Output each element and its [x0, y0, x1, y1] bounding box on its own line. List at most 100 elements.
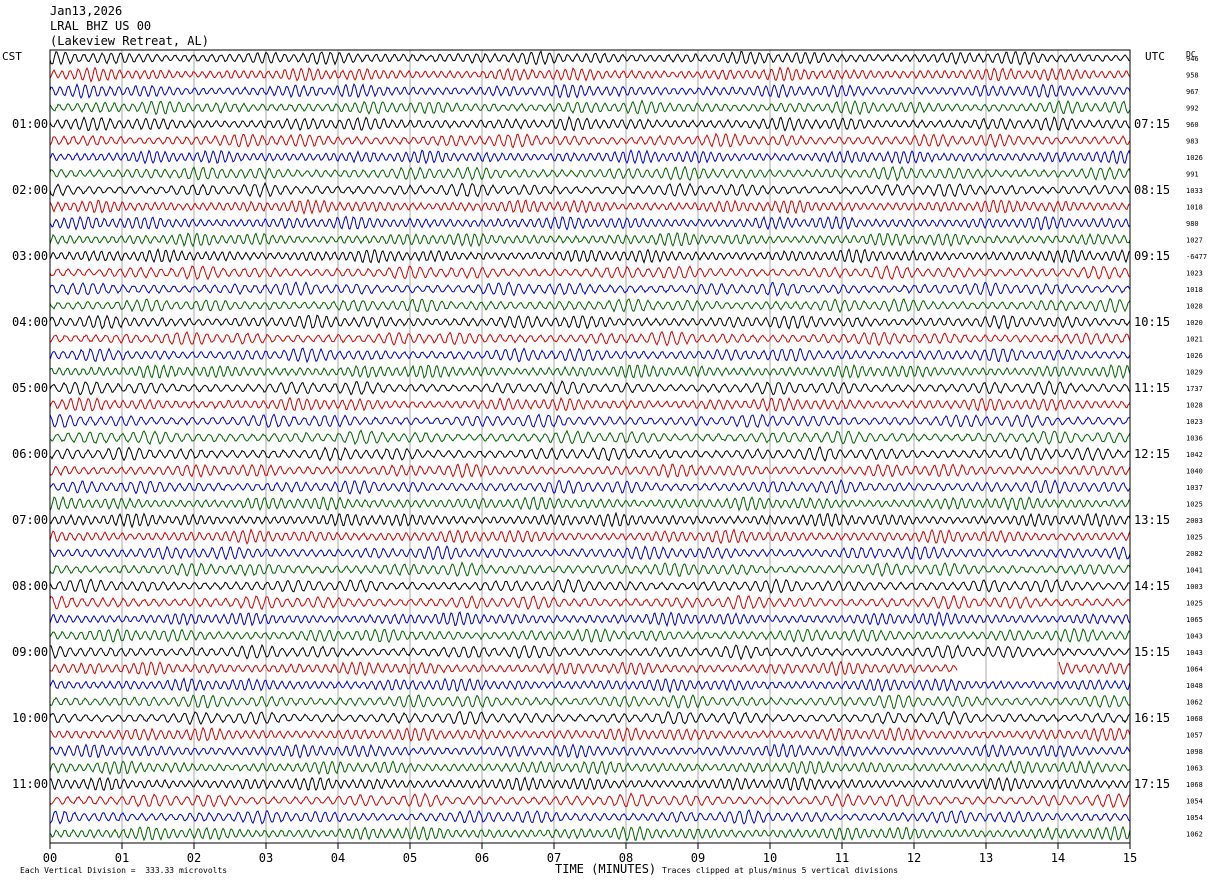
right-hour-label: 17:15	[1134, 777, 1170, 791]
trace-row-1	[49, 66, 1131, 83]
dc-offset-label: 1026	[1186, 352, 1203, 360]
trace-group	[49, 50, 1131, 842]
trace-row-29	[49, 528, 1131, 545]
left-timezone-label: CST	[2, 50, 22, 63]
trace-row-21	[49, 396, 1131, 412]
trace-row-26	[49, 479, 1131, 495]
dc-offset-label: 1033	[1186, 187, 1203, 195]
trace-row-40	[49, 710, 1131, 726]
dc-offset-label: 1054	[1186, 814, 1203, 822]
x-tick-label: 09	[691, 851, 705, 865]
trace-row-36	[49, 644, 1131, 661]
dc-offset-label: 1028	[1186, 303, 1203, 311]
trace-row-34	[49, 611, 1131, 628]
x-tick-label: 15	[1123, 851, 1137, 865]
trace-row-46	[49, 809, 1131, 825]
trace-row-42	[49, 742, 1131, 759]
trace-row-10	[49, 215, 1131, 231]
trace-row-20	[49, 380, 1131, 396]
left-hour-label: 11:00	[12, 777, 48, 791]
header-date: Jan13,2026	[50, 4, 123, 18]
dc-offset-label: 1026	[1186, 154, 1203, 162]
trace-row-31	[49, 561, 1131, 578]
dc-offset-label: 967	[1186, 88, 1199, 96]
x-tick-label: 07	[547, 851, 561, 865]
x-axis-title: TIME (MINUTES)	[555, 862, 657, 876]
trace-row-16	[49, 314, 1131, 330]
trace-row-0	[49, 50, 1131, 66]
right-hour-label: 08:15	[1134, 183, 1170, 197]
left-hour-label: 03:00	[12, 249, 48, 263]
x-tick-label: 03	[259, 851, 273, 865]
dc-offset-label: 1063	[1186, 765, 1203, 773]
dc-offset-label: 991	[1186, 171, 1199, 179]
dc-offset-label: 960	[1186, 121, 1199, 129]
trace-row-9	[49, 198, 1131, 215]
dc-offset-label: 1057	[1186, 732, 1203, 740]
trace-row-19	[49, 364, 1131, 380]
dc-offset-label: 1025	[1186, 501, 1203, 509]
dc-offset-label: 1025	[1186, 534, 1203, 542]
trace-row-23	[49, 429, 1131, 446]
left-hour-label: 06:00	[12, 447, 48, 461]
trace-row-33	[49, 594, 1131, 611]
dc-offset-label: 1054	[1186, 798, 1203, 806]
scale-note: Each Vertical Division = 333.33 microvol…	[20, 866, 228, 875]
dc-offset-label: 1018	[1186, 286, 1203, 294]
left-hour-label: 09:00	[12, 645, 48, 659]
right-hour-label: 15:15	[1134, 645, 1170, 659]
left-hour-label: 05:00	[12, 381, 48, 395]
right-hour-label: 09:15	[1134, 249, 1170, 263]
right-hour-label: 12:15	[1134, 447, 1170, 461]
trace-row-8	[49, 181, 1131, 199]
x-tick-label: 10	[763, 851, 777, 865]
trace-row-15	[49, 297, 1131, 314]
dc-offset-label: 1003	[1186, 583, 1203, 591]
trace-row-43	[49, 759, 1131, 776]
trace-row-6	[49, 149, 1131, 165]
right-hour-label: 11:15	[1134, 381, 1170, 395]
dc-offset-label: 1020	[1186, 319, 1203, 327]
trace-row-12	[49, 247, 1131, 264]
x-tick-label: 01	[115, 851, 129, 865]
x-tick-label: 00	[43, 851, 57, 865]
dc-offset-label: 983	[1186, 138, 1199, 146]
trace-row-11	[49, 232, 1131, 248]
x-tick-label: 14	[1051, 851, 1065, 865]
trace-row-28	[49, 511, 1131, 529]
left-hour-label: 01:00	[12, 117, 48, 131]
dc-offset-label: 1023	[1186, 270, 1203, 278]
dc-offset-label: 1021	[1186, 336, 1203, 344]
left-hour-label: 10:00	[12, 711, 48, 725]
trace-row-13	[49, 264, 1131, 281]
trace-row-27	[49, 495, 1131, 512]
dc-offset-label: 1065	[1186, 616, 1203, 624]
dc-offset-label: 1040	[1186, 468, 1203, 476]
dc-offset-label: 1098	[1186, 748, 1203, 756]
trace-row-2	[49, 83, 1131, 99]
trace-row-39	[49, 694, 1131, 710]
header-station: LRAL BHZ US 00	[50, 19, 152, 33]
x-tick-label: 06	[475, 851, 489, 865]
dc-offset-label: 1042	[1186, 451, 1203, 459]
dc-offset-label: 1027	[1186, 237, 1203, 245]
dc-offset-label: 1018	[1186, 204, 1203, 212]
left-hour-label: 04:00	[12, 315, 48, 329]
dc-offset-label: 1068	[1186, 715, 1203, 723]
left-hour-label: 02:00	[12, 183, 48, 197]
dc-offset-label: 2082	[1186, 550, 1203, 558]
right-hour-label: 13:15	[1134, 513, 1170, 527]
dc-offset-label: -6477	[1186, 253, 1207, 261]
vertical-gridlines	[121, 50, 1059, 843]
trace-row-45	[49, 792, 1131, 808]
trace-row-32	[49, 578, 1131, 594]
dc-offset-label: 2003	[1186, 517, 1203, 525]
trace-row-24	[49, 446, 1131, 462]
dc-offset-label: 1037	[1186, 484, 1203, 492]
dc-offset-label: 1041	[1186, 567, 1203, 575]
dc-offset-label: 1062	[1186, 699, 1203, 707]
trace-row-41	[49, 726, 1131, 743]
dc-offset-label: 1068	[1186, 781, 1203, 789]
left-hour-label: 07:00	[12, 513, 48, 527]
